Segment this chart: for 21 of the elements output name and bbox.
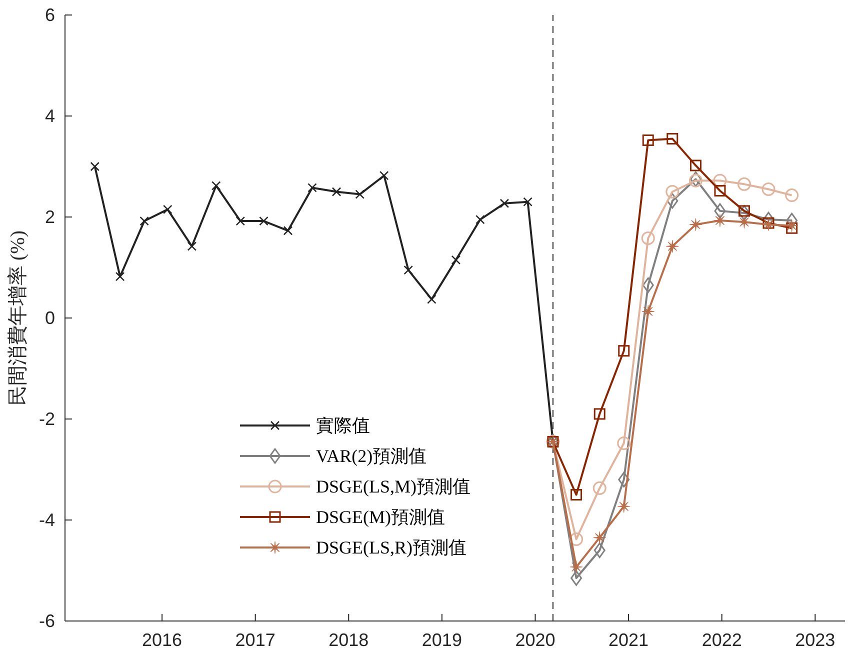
x-tick-label: 2017 (235, 630, 276, 650)
x-tick-label: 2021 (608, 630, 649, 650)
y-tick-label: -6 (38, 611, 55, 631)
y-tick-label: 2 (44, 207, 55, 227)
legend-label: VAR(2)預測值 (316, 446, 427, 466)
x-tick-label: 2020 (515, 630, 556, 650)
y-tick-label: 4 (44, 106, 55, 126)
y-tick-label: 6 (44, 5, 55, 25)
x-tick-label: 2023 (795, 630, 836, 650)
legend-label: 實際值 (316, 416, 370, 436)
y-tick-label: -2 (38, 409, 55, 429)
x-tick-label: 2018 (328, 630, 369, 650)
y-tick-label: 0 (44, 308, 55, 328)
legend-label: DSGE(LS,M)預測值 (316, 476, 471, 496)
y-axis-title: 民間消費年增率 (%) (7, 230, 29, 406)
legend-label: DSGE(M)預測值 (316, 507, 445, 527)
legend-label: DSGE(LS,R)預測值 (316, 538, 467, 558)
x-tick-label: 2016 (142, 630, 182, 650)
y-tick-label: -4 (38, 510, 55, 530)
x-tick-label: 2019 (422, 630, 462, 650)
x-tick-label: 2022 (702, 630, 742, 650)
